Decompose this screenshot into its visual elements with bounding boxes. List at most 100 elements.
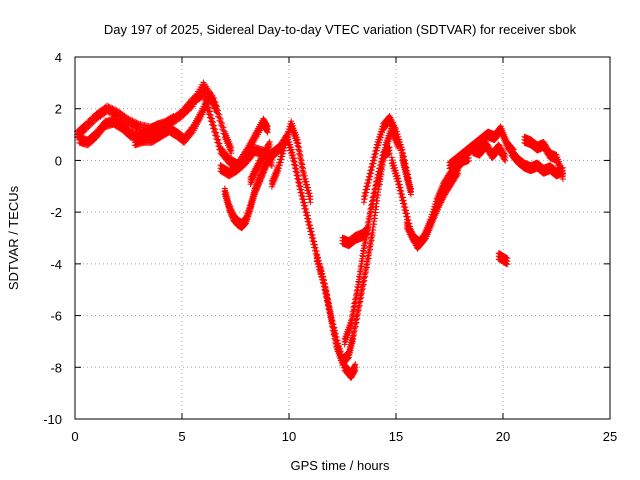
data-point <box>228 150 235 157</box>
y-axis-label: SDTVAR / TECUs <box>6 185 21 290</box>
data-point <box>253 187 260 194</box>
data-point <box>375 192 382 199</box>
data-point <box>349 314 356 321</box>
data-point <box>277 159 284 166</box>
x-tick-label: 10 <box>282 429 296 444</box>
y-tick-label: -8 <box>50 360 62 375</box>
data-marks <box>74 79 566 382</box>
data-point <box>275 168 282 175</box>
data-point <box>260 169 267 176</box>
data-point <box>373 203 380 210</box>
y-tick-label: -2 <box>50 205 62 220</box>
x-tick-label: 0 <box>71 429 78 444</box>
data-point <box>268 163 275 170</box>
data-point <box>252 190 259 197</box>
data-point <box>367 241 374 248</box>
data-point <box>360 281 367 288</box>
data-point <box>351 327 358 334</box>
data-point <box>365 255 372 262</box>
data-point <box>352 367 359 374</box>
data-point <box>251 191 258 198</box>
data-point <box>361 195 368 202</box>
data-point <box>256 181 263 188</box>
data-point <box>252 188 259 195</box>
data-point <box>84 125 91 132</box>
data-point <box>366 250 373 257</box>
y-tick-label: -6 <box>50 309 62 324</box>
data-point <box>278 156 285 163</box>
data-point <box>261 168 268 175</box>
data-point <box>259 172 266 179</box>
data-point <box>265 146 272 153</box>
y-tick-label: -10 <box>43 412 62 427</box>
data-point <box>263 163 270 170</box>
data-point <box>258 174 265 181</box>
data-point <box>369 232 376 239</box>
series-sat-c <box>131 89 220 149</box>
series-sat-j <box>313 123 402 369</box>
y-tick-label: 2 <box>55 102 62 117</box>
data-point <box>258 175 265 182</box>
y-tick-label: 4 <box>55 50 62 65</box>
data-point <box>256 179 263 186</box>
data-point <box>371 221 378 228</box>
data-point <box>276 165 283 172</box>
data-point <box>254 183 261 190</box>
data-point <box>257 178 264 185</box>
data-point <box>345 355 352 362</box>
data-point <box>188 130 195 137</box>
data-point <box>368 237 375 244</box>
data-point <box>360 199 367 206</box>
data-point <box>361 277 368 284</box>
data-point <box>89 120 96 127</box>
data-point <box>254 184 261 191</box>
chart-title: Day 197 of 2025, Sidereal Day-to-day VTE… <box>104 22 577 37</box>
data-point <box>279 153 286 160</box>
data-point <box>367 246 374 253</box>
data-point <box>276 162 283 169</box>
data-point <box>169 119 176 126</box>
data-point <box>307 199 314 206</box>
data-point <box>370 227 377 234</box>
y-tick-label: -4 <box>50 257 62 272</box>
x-axis-label: GPS time / hours <box>291 458 390 473</box>
series-sat-f <box>221 154 271 232</box>
data-point <box>262 165 269 172</box>
data-point <box>351 368 358 375</box>
series-sat-n <box>388 151 472 252</box>
data-point <box>259 173 266 180</box>
x-tick-label: 20 <box>496 429 510 444</box>
data-point <box>85 124 92 131</box>
x-tick-label: 25 <box>603 429 617 444</box>
data-point <box>262 164 269 171</box>
data-point <box>363 264 370 271</box>
data-point <box>264 129 271 136</box>
data-point <box>90 119 97 126</box>
data-point <box>253 186 260 193</box>
data-point <box>255 182 262 189</box>
data-point <box>260 170 267 177</box>
series-sat-s <box>495 250 511 268</box>
data-point <box>257 177 264 184</box>
data-point <box>362 273 369 280</box>
data-point <box>280 150 287 157</box>
data-point <box>350 336 357 343</box>
data-point <box>359 285 366 292</box>
x-tick-label: 15 <box>389 429 403 444</box>
data-point <box>351 306 358 313</box>
data-point <box>213 108 220 115</box>
y-tick-label: 0 <box>55 153 62 168</box>
series-sat-k <box>341 144 393 348</box>
data-point <box>170 119 177 126</box>
x-tick-label: 5 <box>178 429 185 444</box>
series-sat-g <box>247 138 273 188</box>
data-point <box>363 269 370 276</box>
data-point <box>364 259 371 266</box>
data-point <box>351 332 358 339</box>
data-point <box>348 323 355 330</box>
data-point <box>372 209 379 216</box>
data-point <box>261 166 268 173</box>
data-point <box>348 319 355 326</box>
